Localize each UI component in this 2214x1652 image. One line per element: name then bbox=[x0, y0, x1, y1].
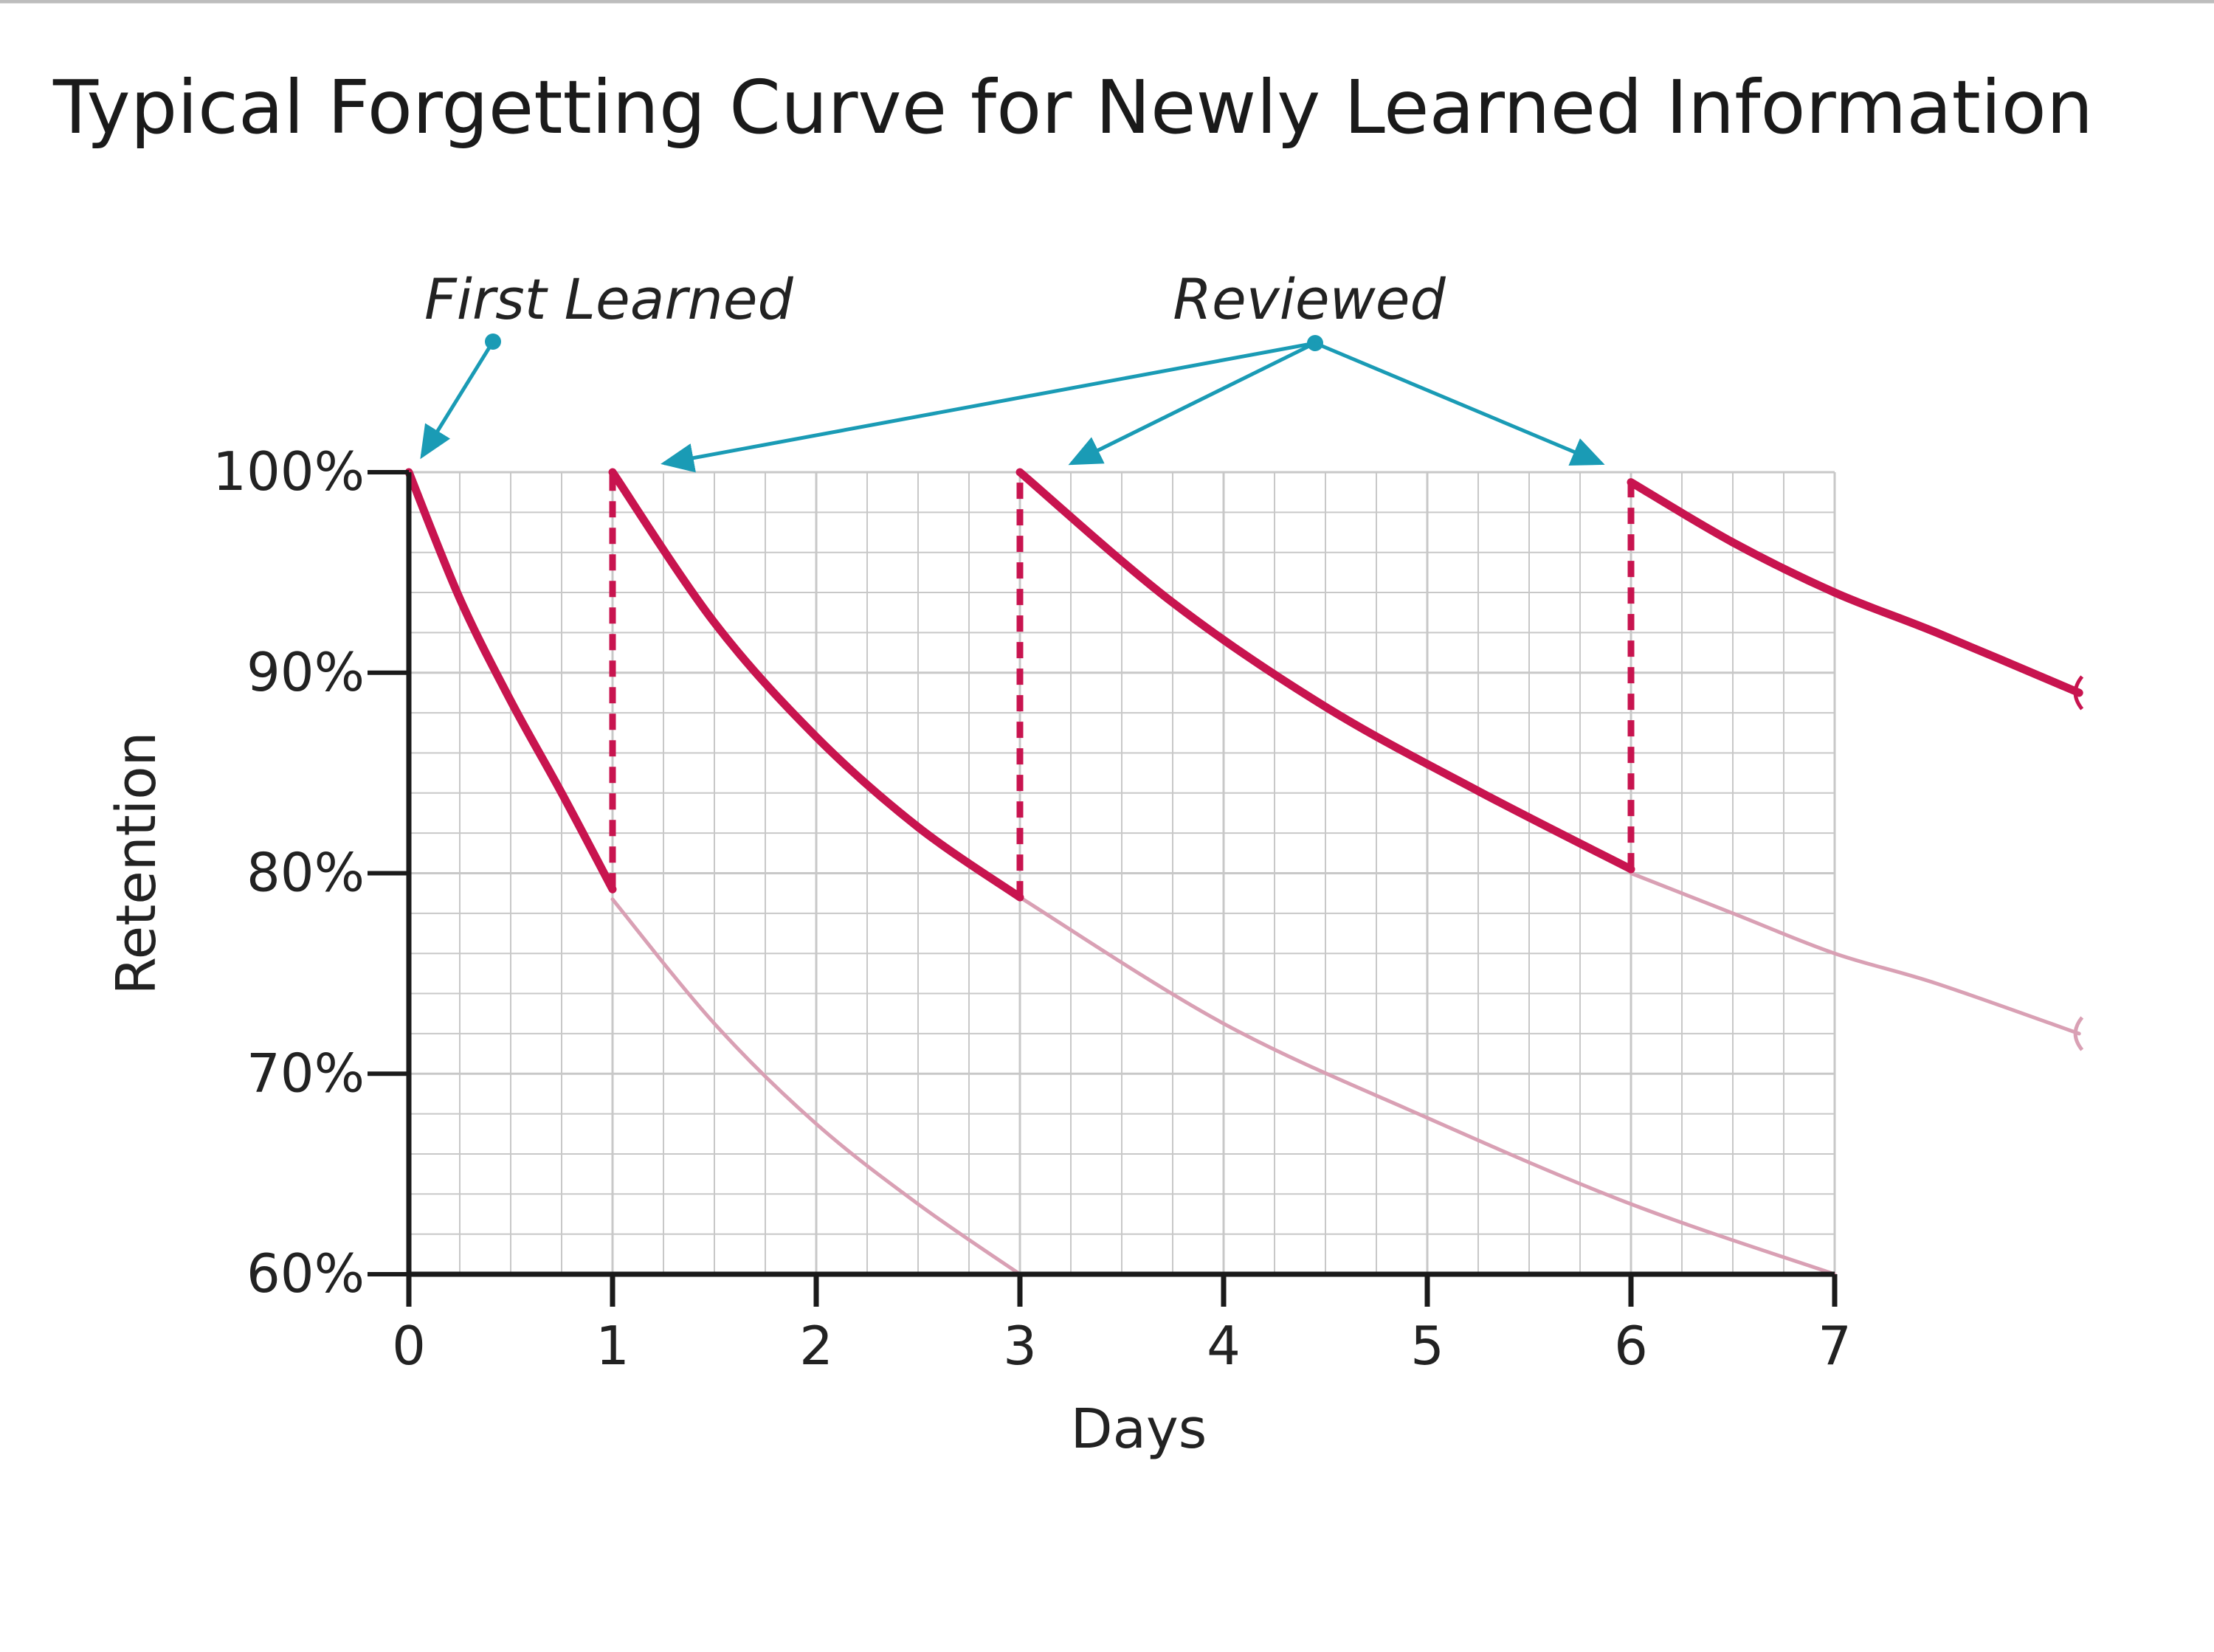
retention-curve bbox=[404, 468, 617, 894]
y-tick-label: 90% bbox=[246, 641, 365, 703]
first-learned-arrow bbox=[420, 340, 495, 460]
annotations: First Learned Reviewed bbox=[420, 266, 1605, 473]
x-tick-label: 2 bbox=[799, 1315, 833, 1377]
decay-curve bbox=[1018, 895, 1837, 1276]
x-tick-label: 7 bbox=[1818, 1315, 1852, 1377]
retention-curve bbox=[1627, 478, 2083, 697]
y-axis-label: Retention bbox=[105, 732, 168, 995]
x-tick-label: 0 bbox=[392, 1315, 426, 1377]
y-tick-label: 80% bbox=[246, 842, 365, 904]
x-tick-label: 6 bbox=[1614, 1315, 1648, 1377]
decay-curve bbox=[610, 897, 1022, 1276]
y-tick-label: 70% bbox=[246, 1042, 365, 1104]
break-mark bbox=[2073, 1016, 2084, 1051]
reviewed-arrow bbox=[1314, 341, 1605, 466]
decay-curve bbox=[1629, 871, 2081, 1036]
retention-curve bbox=[1015, 468, 1635, 874]
tick-labels: 0 1 2 3 4 5 6 7 60% 70% 80% 90% 100% bbox=[213, 440, 1852, 1377]
x-tick-label: 1 bbox=[596, 1315, 630, 1377]
reviewed-arrow bbox=[1068, 341, 1317, 466]
x-tick-label: 5 bbox=[1410, 1315, 1444, 1377]
first-learned-label: First Learned bbox=[424, 266, 793, 332]
break-mark bbox=[2073, 675, 2084, 711]
reviewed-arrow bbox=[661, 341, 1316, 473]
series-layer bbox=[404, 468, 2084, 1276]
retention-curve bbox=[608, 468, 1024, 902]
grid bbox=[407, 471, 1836, 1276]
chart-title: Typical Forgetting Curve for Newly Learn… bbox=[52, 64, 2093, 151]
x-tick-label: 3 bbox=[1003, 1315, 1037, 1377]
y-tick-label: 100% bbox=[213, 440, 365, 502]
x-axis-label: Days bbox=[1071, 1397, 1207, 1461]
y-tick-label: 60% bbox=[246, 1243, 365, 1304]
x-tick-label: 4 bbox=[1207, 1315, 1241, 1377]
reviewed-label: Reviewed bbox=[1173, 266, 1446, 332]
